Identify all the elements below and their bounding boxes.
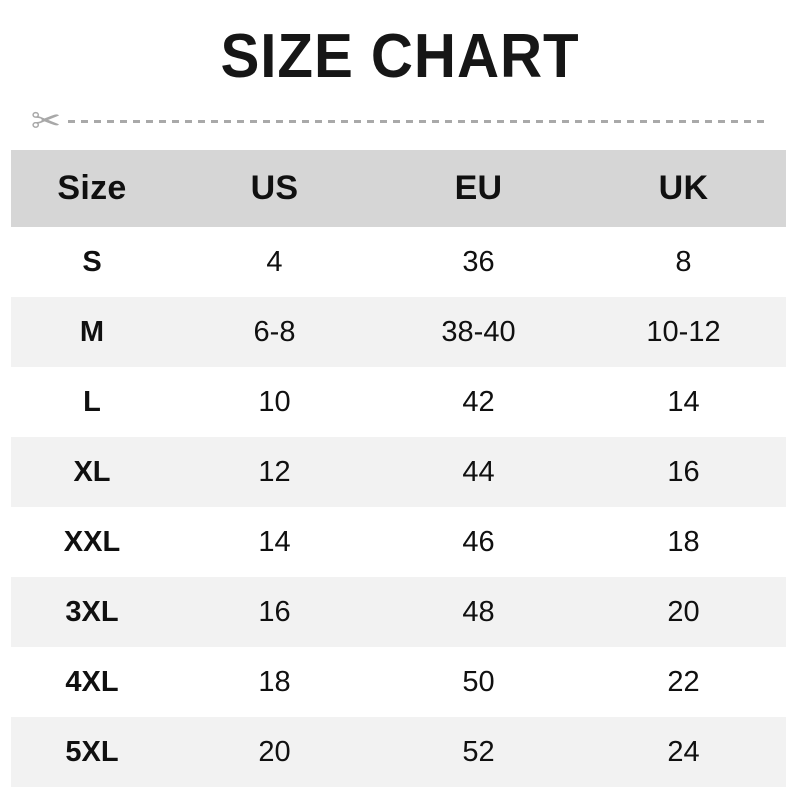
cell-uk: 16 — [667, 455, 700, 488]
table-row: 5XL 20 52 24 — [11, 717, 786, 787]
table-row: S 4 36 8 — [11, 227, 786, 297]
cell-eu: 50 — [462, 665, 495, 698]
cut-line: ✂ — [24, 101, 776, 143]
table-row: M 6-8 38-40 10-12 — [11, 297, 786, 367]
cell-us: 4 — [266, 245, 283, 278]
cell-size: 4XL — [65, 665, 119, 698]
cell-eu: 36 — [462, 245, 495, 278]
dashed-cut-line — [68, 120, 766, 123]
page-title: SIZE CHART — [220, 22, 580, 91]
table-header: Size US EU UK — [11, 150, 786, 227]
column-header-uk: UK — [658, 169, 709, 207]
cell-size: XXL — [63, 525, 121, 558]
cell-eu: 52 — [462, 735, 495, 768]
column-header-size: Size — [57, 169, 127, 207]
cell-uk: 10-12 — [646, 315, 721, 348]
cell-eu: 44 — [462, 455, 495, 488]
cell-size: M — [79, 315, 105, 348]
cell-us: 10 — [258, 385, 291, 418]
table-row: 4XL 18 50 22 — [11, 647, 786, 717]
cell-us: 6-8 — [253, 315, 296, 348]
size-chart-table: Size US EU UK S 4 36 8 M 6-8 38-40 10-12… — [11, 150, 786, 787]
cell-us: 14 — [258, 525, 291, 558]
cell-us: 12 — [258, 455, 291, 488]
cell-us: 16 — [258, 595, 291, 628]
cell-size: XL — [73, 455, 111, 488]
cell-uk: 20 — [667, 595, 700, 628]
cell-uk: 18 — [667, 525, 700, 558]
table-row: XXL 14 46 18 — [11, 507, 786, 577]
cell-size: L — [83, 385, 101, 418]
cell-size: 5XL — [65, 735, 119, 768]
table-row: XL 12 44 16 — [11, 437, 786, 507]
table-row: 3XL 16 48 20 — [11, 577, 786, 647]
cell-us: 20 — [258, 735, 291, 768]
cell-eu: 48 — [462, 595, 495, 628]
cell-eu: 38-40 — [441, 315, 516, 348]
column-header-eu: EU — [454, 169, 503, 207]
table-body: S 4 36 8 M 6-8 38-40 10-12 L 10 42 14 XL… — [11, 227, 786, 787]
table-header-row: Size US EU UK — [11, 150, 786, 227]
cell-size: 3XL — [65, 595, 119, 628]
cell-us: 18 — [258, 665, 291, 698]
cell-uk: 14 — [667, 385, 700, 418]
cell-uk: 22 — [667, 665, 700, 698]
scissors-icon: ✂ — [30, 101, 62, 142]
cell-uk: 24 — [667, 735, 700, 768]
cell-eu: 46 — [462, 525, 495, 558]
cell-size: S — [82, 245, 102, 278]
column-header-us: US — [250, 169, 299, 207]
cell-eu: 42 — [462, 385, 495, 418]
cell-uk: 8 — [675, 245, 692, 278]
table-row: L 10 42 14 — [11, 367, 786, 437]
